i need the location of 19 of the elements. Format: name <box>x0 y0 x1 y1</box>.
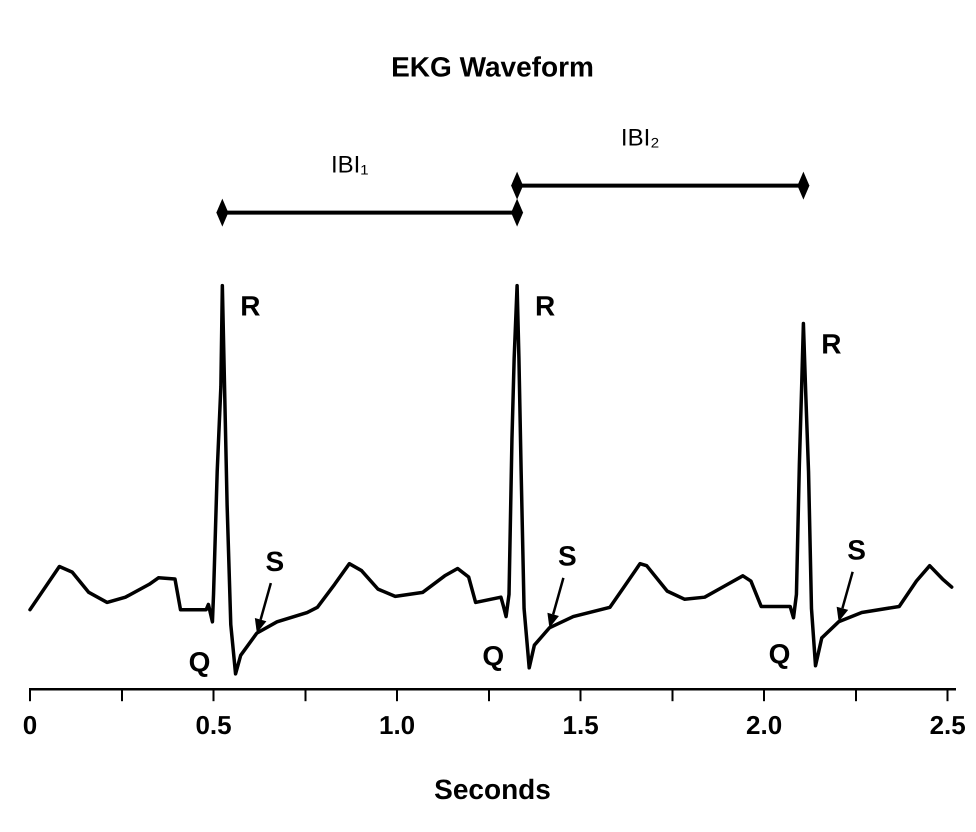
text: IBI₂ <box>620 124 660 152</box>
annotation: Q <box>768 638 790 670</box>
annotation: R <box>821 328 842 360</box>
annotation: R <box>240 290 260 322</box>
annotation: S <box>558 540 577 572</box>
x-tick-label: 1.0 <box>378 710 416 740</box>
annotation: S <box>847 534 866 566</box>
x-tick-label: 2.0 <box>746 710 782 740</box>
annotation: Q <box>188 646 210 678</box>
annotation: R <box>534 290 556 322</box>
annotation: S <box>266 546 284 577</box>
x-tick-label: 2.5 <box>930 710 966 740</box>
annotation: Q <box>482 640 504 672</box>
x-axis-title: Seconds <box>434 774 551 805</box>
x-tick-label: 0 <box>22 710 38 740</box>
chart-title: EKG Waveform <box>391 52 594 83</box>
x-tick-label: 0.5 <box>195 710 232 740</box>
text: IBI₁ <box>330 152 368 179</box>
x-tick-label: 1.5 <box>562 710 599 740</box>
